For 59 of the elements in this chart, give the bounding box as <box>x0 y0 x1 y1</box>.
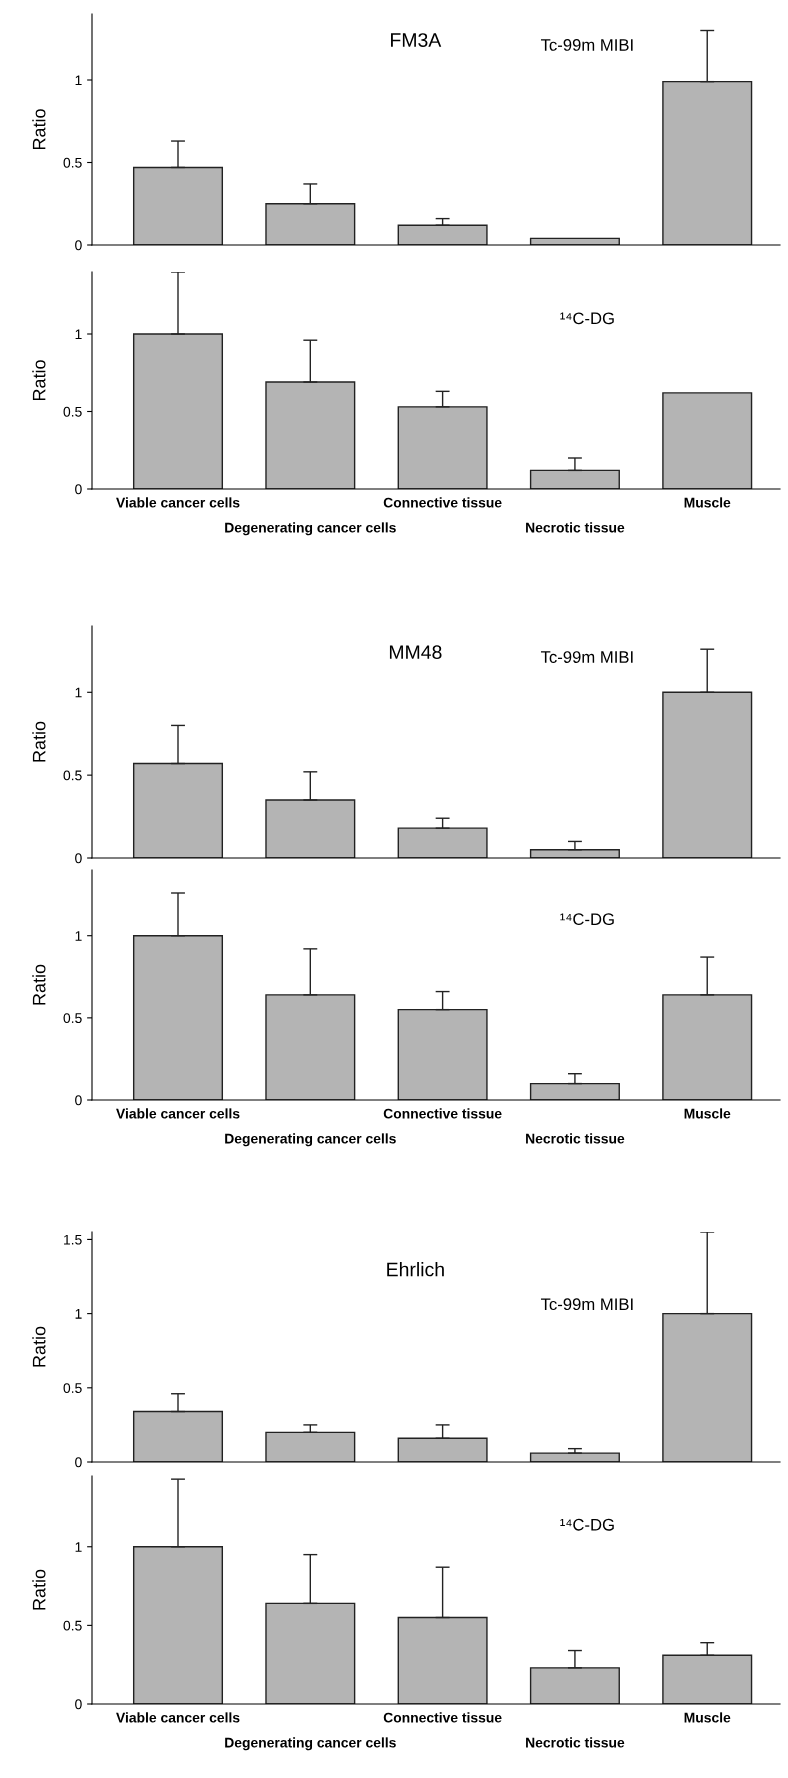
x-tick-label: Degenerating cancer cells <box>225 1133 396 1147</box>
y-axis-title: Ratio <box>32 1569 46 1610</box>
x-tick-label: Connective tissue <box>383 497 502 508</box>
x-tick-label: Necrotic tissue <box>526 1737 625 1748</box>
bar <box>529 1452 620 1462</box>
y-axis-title: Ratio <box>32 109 46 150</box>
y-tick-label: 0.5 <box>63 406 82 417</box>
y-tick-label: 1 <box>75 75 82 86</box>
y-tick-label: 1 <box>75 1542 82 1552</box>
bar <box>529 1667 620 1704</box>
x-tick-label: Connective tissue <box>383 1108 502 1119</box>
y-tick-label: 0.5 <box>63 1383 82 1393</box>
text: Tc-99m MIBI <box>540 1298 633 1311</box>
y-tick-label: 0.5 <box>63 770 82 781</box>
bar <box>397 406 488 489</box>
bar <box>265 381 356 489</box>
y-tick-label: 1 <box>75 687 82 698</box>
text: Ehrlich <box>387 1262 444 1277</box>
x-tick-label: Viable cancer cells <box>116 1712 240 1723</box>
y-tick-label: 0 <box>75 1095 82 1106</box>
x-tick-label: Degenerating cancer cells <box>225 1737 396 1751</box>
text: ¹⁴C-DG <box>560 312 614 325</box>
text: FM3A <box>391 33 442 47</box>
bar <box>397 827 488 858</box>
y-tick-label: 0 <box>75 1457 82 1468</box>
x-tick-label: Viable cancer cells <box>116 497 240 508</box>
x-tick-label: Viable cancer cells <box>116 1108 240 1119</box>
text: ¹⁴C-DG <box>560 1518 614 1531</box>
bar <box>265 799 356 858</box>
y-tick-label: 1 <box>75 329 82 340</box>
x-tick-label: Muscle <box>684 497 731 508</box>
y-tick-label: 1.5 <box>64 1234 82 1245</box>
y-axis-title: Ratio <box>32 360 46 401</box>
text: Tc-99m MIBI <box>540 651 633 663</box>
text: Tc-99m MIBI <box>540 39 633 51</box>
y-tick-label: 1 <box>75 931 82 941</box>
bar <box>132 333 224 489</box>
x-tick-label: Necrotic tissue <box>526 1133 625 1144</box>
y-tick-label: 0 <box>75 484 82 495</box>
bar <box>265 994 356 1100</box>
x-tick-label: Necrotic tissue <box>526 522 625 533</box>
text: MM48 <box>389 645 442 660</box>
y-tick-label: 0 <box>75 853 82 864</box>
text: ¹⁴C-DG <box>560 913 614 926</box>
y-axis-title: Ratio <box>32 721 46 762</box>
y-tick-label: 0.5 <box>63 157 82 168</box>
x-tick-label: Muscle <box>684 1712 731 1723</box>
bar <box>662 994 753 1100</box>
y-axis-title: Ratio <box>32 1326 46 1367</box>
y-tick-label: 0 <box>75 240 82 251</box>
y-tick-label: 0 <box>75 1699 82 1710</box>
x-tick-label: Muscle <box>684 1108 731 1119</box>
y-tick-label: 1 <box>75 1309 82 1319</box>
x-tick-label: Degenerating cancer cells <box>225 522 396 536</box>
y-tick-label: 0.5 <box>63 1620 82 1631</box>
bar <box>662 392 753 489</box>
y-axis-title: Ratio <box>32 964 46 1005</box>
x-tick-label: Connective tissue <box>383 1712 502 1723</box>
y-tick-label: 0.5 <box>63 1013 82 1024</box>
